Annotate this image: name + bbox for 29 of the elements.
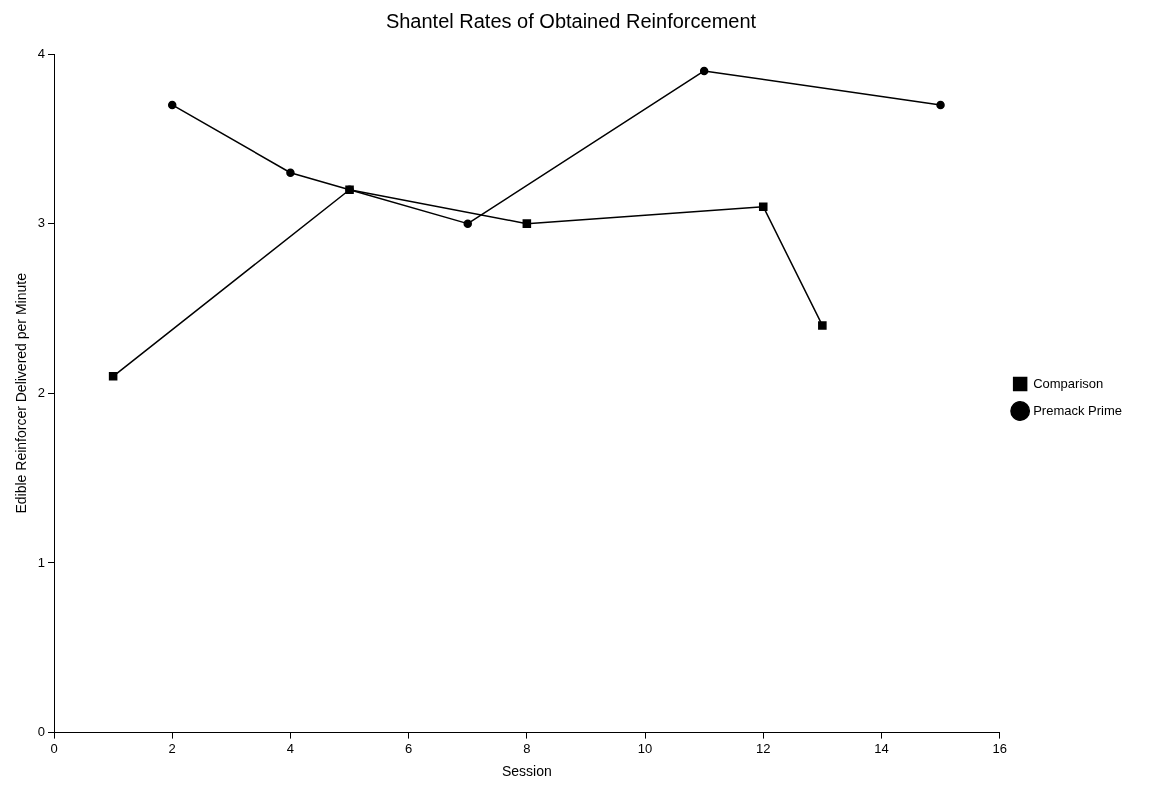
y-tick-label: 1 (37, 554, 46, 570)
point (818, 321, 827, 330)
legend-label: Premack Prime (1033, 402, 1123, 418)
point (286, 168, 295, 178)
x-tick-label: 8 (523, 740, 531, 756)
point (345, 185, 354, 195)
point (699, 66, 709, 76)
y-tick-label: 0 (37, 724, 46, 740)
x-axis-title: Session (501, 763, 552, 780)
x-tick-label: 2 (168, 740, 176, 756)
legend-label: Comparison (1033, 375, 1104, 391)
point (463, 219, 472, 228)
point (522, 219, 532, 228)
x-tick-label: 0 (50, 740, 58, 756)
point (758, 202, 768, 211)
y-tick-label: 4 (37, 45, 46, 61)
x-tick-label: 4 (286, 740, 295, 756)
x-tick-label: 10 (637, 740, 653, 756)
y-axis-title: Edible Reinforcer Delivered per Minute (13, 272, 30, 514)
x-tick-label: 12 (756, 740, 771, 756)
x-tick-label: 14 (874, 740, 889, 756)
x-tick-label: 6 (405, 740, 413, 756)
point (167, 100, 177, 110)
chart-title: Shantel Rates of Obtained Reinforcement (385, 9, 757, 32)
point (108, 372, 118, 381)
y-tick-label: 3 (37, 215, 46, 231)
y-tick-label: 2 (37, 384, 46, 400)
x-tick-label: 16 (992, 740, 1007, 756)
point (936, 100, 945, 110)
